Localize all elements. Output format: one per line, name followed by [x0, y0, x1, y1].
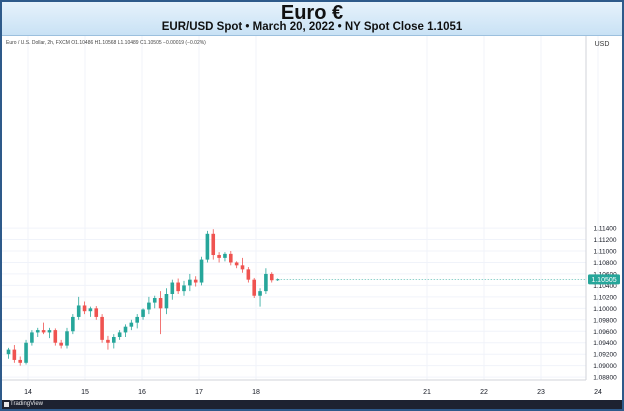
candle-body — [188, 279, 192, 286]
candle-body — [88, 308, 93, 312]
price-axis-unit: USD — [595, 41, 610, 48]
candle-body — [100, 316, 104, 340]
candle-body — [199, 259, 204, 283]
candle-body — [275, 279, 280, 281]
candle-body — [205, 233, 210, 260]
y-tick-label: 1.10800 — [593, 260, 617, 267]
footer-bar: TradingView — [2, 400, 622, 409]
y-tick-label: 1.09000 — [593, 363, 617, 370]
candle-body — [252, 279, 256, 296]
candle-body — [106, 339, 110, 343]
candle-body — [176, 282, 180, 292]
y-tick-label: 1.09800 — [593, 317, 617, 324]
candle-body — [65, 331, 69, 346]
candle-body — [240, 265, 245, 270]
candle-body — [71, 316, 75, 332]
candle-body — [59, 342, 63, 346]
price-chart[interactable]: USD 1.088001.090001.092001.094001.096001… — [2, 36, 622, 400]
candle-body — [112, 337, 116, 343]
candle-body — [12, 349, 17, 360]
candle-body — [47, 330, 52, 333]
y-tick-label: 1.11200 — [593, 237, 616, 244]
x-tick-label: 15 — [81, 389, 89, 396]
x-tick-label: 24 — [594, 389, 602, 396]
price-axis: 1.08800 1.09000 1.09200 1.09400 1.09600 1.098… — [593, 226, 617, 382]
x-tick-label: 18 — [252, 389, 260, 396]
candle-body — [135, 316, 139, 323]
candle-body — [35, 330, 40, 333]
y-tick-label: 1.10400 — [593, 283, 617, 290]
tradingview-logo-icon — [4, 402, 9, 407]
candle-body — [53, 330, 58, 343]
chart-title: Euro € — [280, 2, 344, 24]
last-price-label: 1.10505 — [591, 277, 616, 284]
candle-body — [223, 253, 227, 258]
plot-background — [2, 36, 586, 380]
grid — [2, 36, 599, 380]
candle-body — [211, 233, 216, 256]
candle-body — [123, 326, 128, 333]
last-price-badge — [588, 274, 620, 285]
candle-body — [234, 262, 239, 266]
candle-body — [117, 332, 122, 337]
candle-body — [170, 282, 175, 294]
candle-body — [6, 349, 11, 355]
x-tick-label: 23 — [537, 389, 545, 396]
candle-body — [193, 279, 198, 283]
y-tick-label: 1.08800 — [593, 375, 617, 382]
y-tick-label: 1.11400 — [593, 226, 616, 233]
chart-subtitle: EUR/USD Spot • March 20, 2022 • NY Spot … — [161, 21, 463, 33]
y-tick-label: 1.10200 — [593, 294, 617, 301]
candle-body — [30, 332, 34, 343]
x-tick-label: 17 — [195, 389, 203, 396]
candle-body — [76, 305, 81, 317]
chart-header: Euro € EUR/USD Spot • March 20, 2022 • N… — [2, 2, 622, 36]
x-tick-label: 21 — [423, 389, 431, 396]
candle-body — [18, 359, 22, 363]
candles — [6, 229, 280, 366]
y-tick-label: 1.09600 — [593, 329, 617, 336]
x-tick-label: 14 — [24, 389, 32, 396]
time-axis: 14151617182122232425 — [24, 389, 602, 396]
y-tick-label: 1.09200 — [593, 352, 617, 359]
symbol-legend: Euro / U.S. Dollar, 2h, FXCM O1.10486 H1… — [6, 40, 206, 46]
candle-body — [264, 273, 268, 292]
y-tick-label: 1.10000 — [593, 306, 617, 313]
footer-brand: TradingView — [10, 401, 44, 407]
candle-body — [182, 285, 186, 292]
candle-body — [24, 342, 28, 363]
candle-body — [41, 330, 46, 333]
candle-body — [129, 322, 134, 327]
y-tick-label: 1.09400 — [593, 340, 617, 347]
x-tick-label: 22 — [480, 389, 488, 396]
candle-body — [147, 302, 151, 310]
candle-body — [217, 255, 221, 258]
candle-body — [269, 273, 274, 281]
candle-body — [229, 253, 233, 263]
candle-body — [152, 298, 157, 303]
candle-body — [164, 294, 169, 309]
candle-body — [82, 305, 87, 312]
candle-body — [158, 298, 163, 309]
candle-body — [141, 309, 145, 317]
x-tick-label: 16 — [138, 389, 146, 396]
candle-body — [246, 269, 251, 280]
candle-body — [258, 291, 262, 296]
candle-body — [94, 308, 99, 317]
y-tick-label: 1.11000 — [593, 249, 616, 256]
